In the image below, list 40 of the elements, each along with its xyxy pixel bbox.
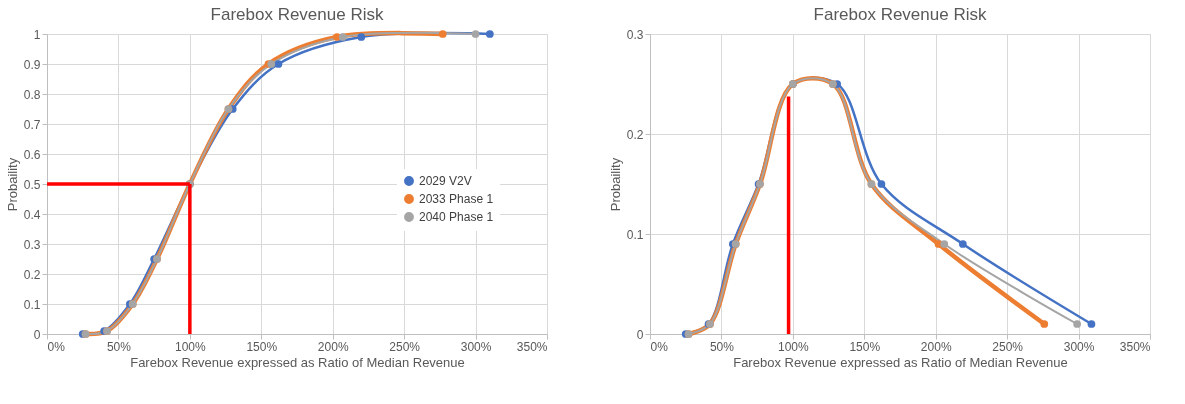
x-tick-label: 350% <box>516 339 548 354</box>
legend-label: 2040 Phase 1 <box>419 210 494 224</box>
y-tick-label: 0.2 <box>23 267 41 282</box>
x-tick-label: 350% <box>1119 339 1151 354</box>
chart-title: Farebox Revenue Risk <box>210 5 384 24</box>
y-tick-label: 0.3 <box>626 27 644 42</box>
legend-label: 2029 V2V <box>419 174 472 188</box>
y-tick-label: 0.3 <box>23 237 41 252</box>
x-tick-label: 150% <box>849 339 881 354</box>
x-tick-label: 0% <box>47 339 66 354</box>
x-tick-label: 50% <box>709 339 735 354</box>
x-tick-label: 0% <box>650 339 669 354</box>
y-tick-label: 0.5 <box>23 177 41 192</box>
x-axis-title: Farebox Revenue expressed as Ratio of Median Revenue <box>733 354 1068 370</box>
y-tick-label: 0 <box>636 327 644 342</box>
x-tick-label: 100% <box>175 339 207 354</box>
y-tick-label: 0.1 <box>23 297 41 312</box>
x-tick-label: 50% <box>106 339 132 354</box>
y-tick-label: 0.4 <box>23 207 41 222</box>
y-tick-label: 0.8 <box>23 87 41 102</box>
x-tick-label: 100% <box>778 339 810 354</box>
x-axis-title: Farebox Revenue expressed as Ratio of Median Revenue <box>130 354 465 370</box>
chart-title: Farebox Revenue Risk <box>813 5 987 24</box>
y-tick-label: 1 <box>33 27 41 42</box>
y-tick-label: 0.7 <box>23 117 41 132</box>
y-axis-title: Probaility <box>607 157 623 212</box>
x-tick-label: 300% <box>1063 339 1095 354</box>
x-tick-label: 200% <box>317 339 349 354</box>
legend-label: 2033 Phase 1 <box>419 192 494 206</box>
x-tick-label: 150% <box>246 339 278 354</box>
x-tick-label: 250% <box>992 339 1024 354</box>
y-tick-label: 0.9 <box>23 57 41 72</box>
x-tick-label: 250% <box>389 339 421 354</box>
y-tick-label: 0.1 <box>626 227 644 242</box>
y-tick-label: 0.6 <box>23 147 41 162</box>
y-axis-title: Probaility <box>4 157 20 212</box>
y-tick-label: 0.2 <box>626 127 644 142</box>
x-tick-label: 300% <box>460 339 492 354</box>
y-tick-label: 0 <box>33 327 41 342</box>
x-tick-label: 200% <box>920 339 952 354</box>
